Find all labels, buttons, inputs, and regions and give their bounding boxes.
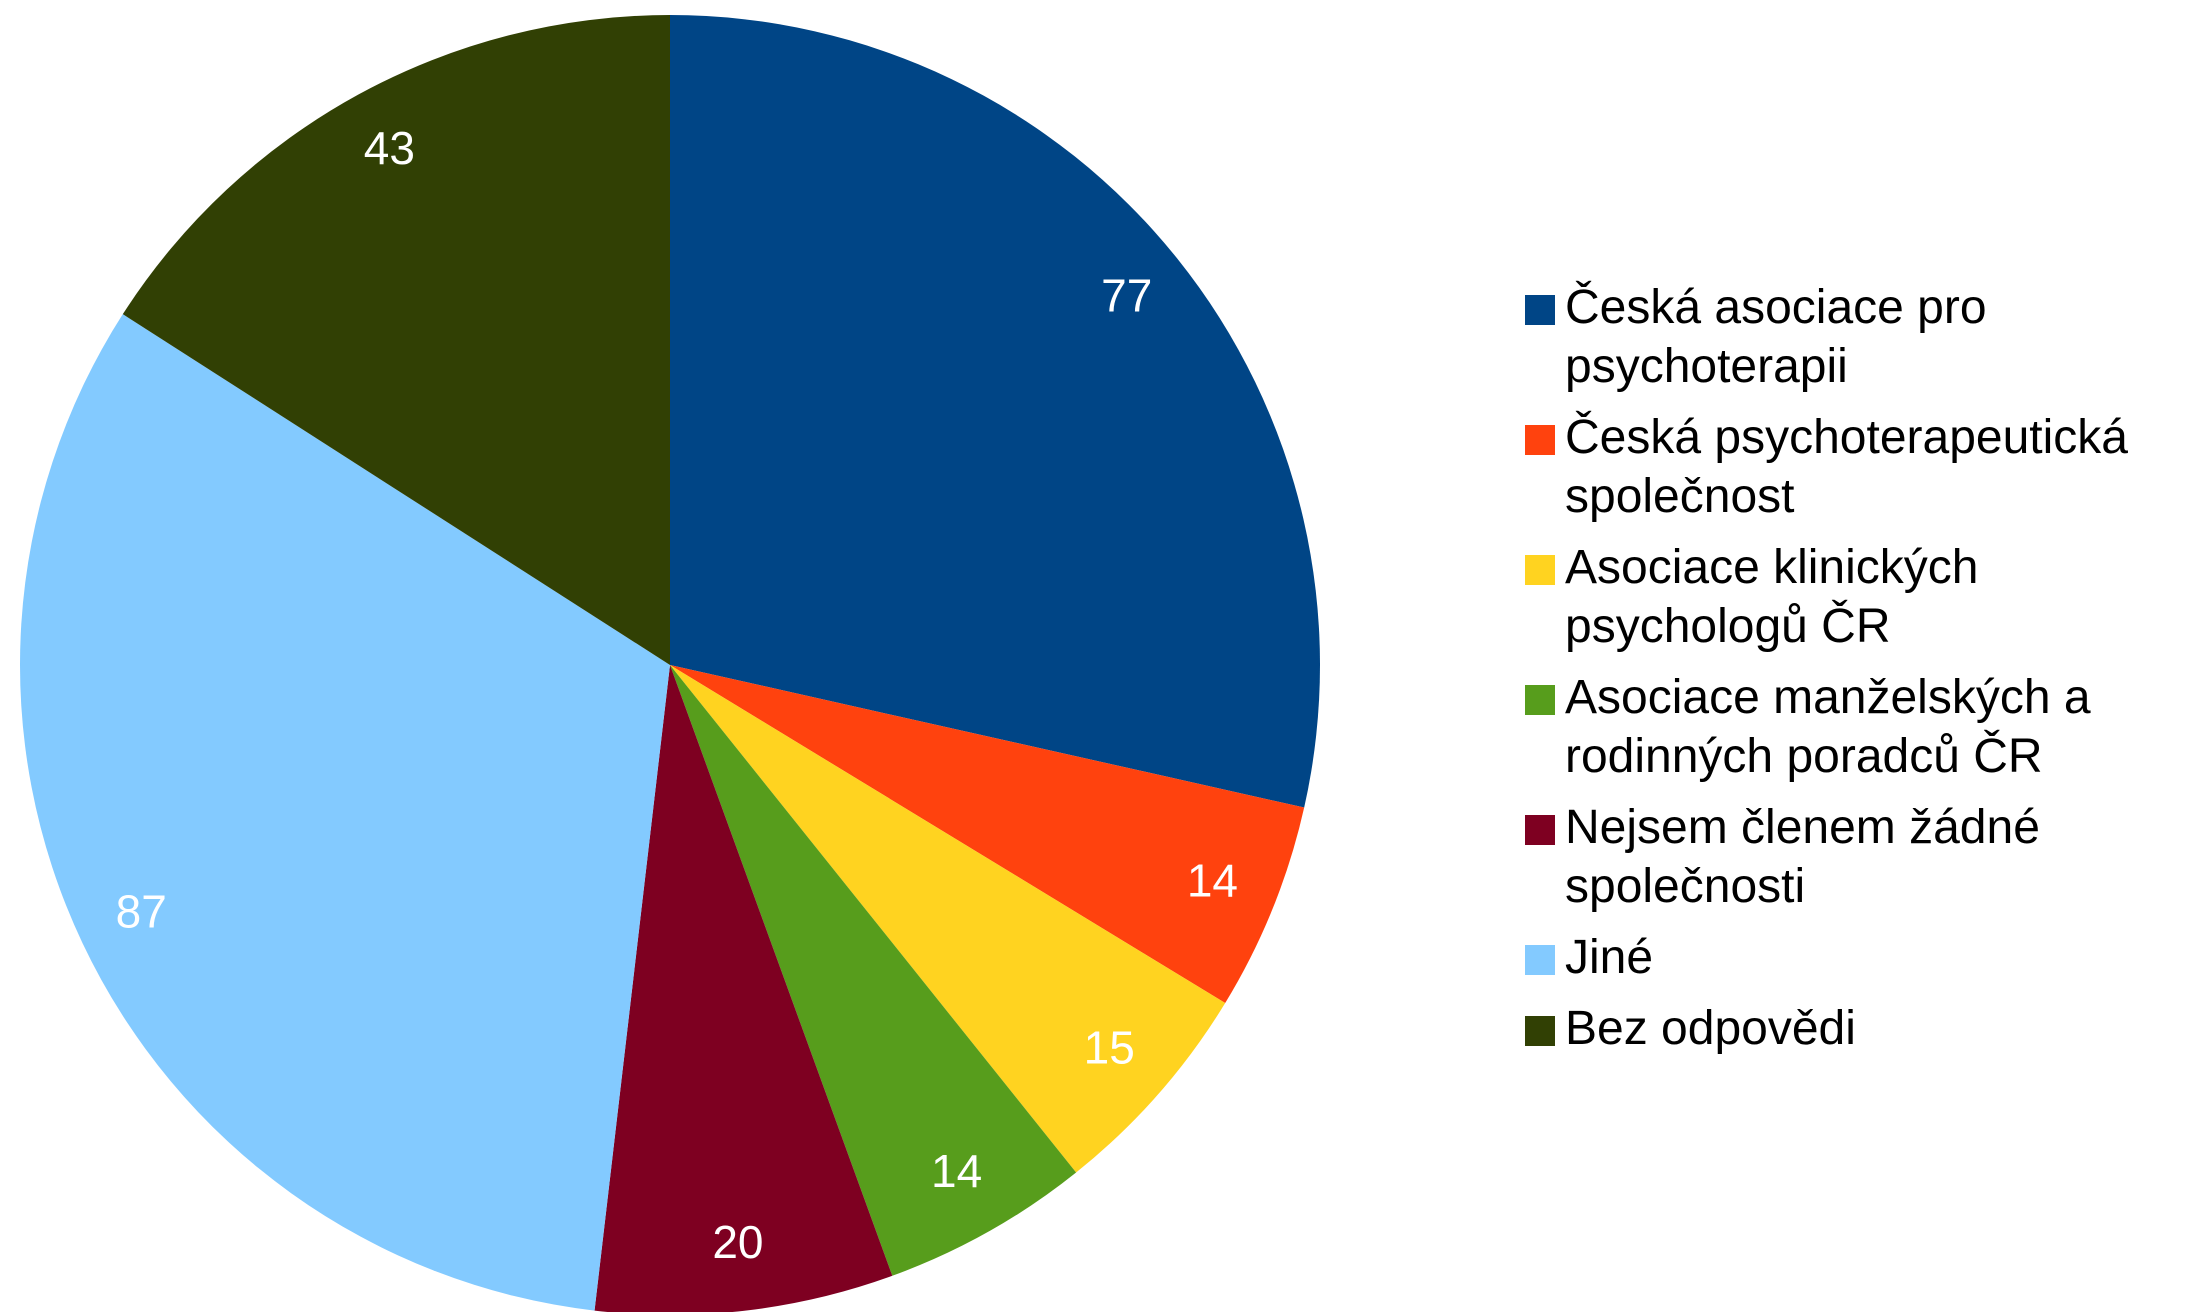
legend-swatch: [1525, 1016, 1555, 1046]
legend-label: Česká asociace pro psychoterapii: [1565, 281, 1987, 393]
legend-entry: Jiné: [1525, 928, 2195, 987]
data-label: 14: [1187, 854, 1238, 906]
legend-swatch: [1525, 555, 1555, 585]
legend-entry: Bez odpovědi: [1525, 999, 2195, 1058]
legend-entry: Česká psychoterapeutická společnost: [1525, 408, 2195, 526]
legend-swatch: [1525, 425, 1555, 455]
legend: Česká asociace pro psychoterapii Česká ps…: [1525, 278, 2195, 1070]
data-label: 43: [364, 122, 415, 174]
legend-label: Jiné: [1565, 931, 1654, 984]
legend-label: Asociace manželských a rodinných poradců…: [1565, 671, 2091, 783]
pie-slice: [122, 15, 671, 665]
pie-slice: [594, 665, 893, 1312]
pie-slice: [670, 15, 1321, 808]
legend-swatch: [1525, 815, 1555, 845]
data-label: 87: [116, 885, 167, 937]
legend-label: Česká psychoterapeutická společnost: [1565, 411, 2128, 523]
pie-slice: [19, 314, 671, 1311]
legend-swatch: [1525, 295, 1555, 325]
legend-entry: Asociace manželských a rodinných poradců…: [1525, 668, 2195, 786]
legend-entry: Nejsem členem žádné společnosti: [1525, 798, 2195, 916]
chart: 77 14 15 14 20 87 43: [19, 15, 1321, 1312]
legend-swatch: [1525, 685, 1555, 715]
data-label: 15: [1084, 1022, 1135, 1074]
pie-slice: [670, 665, 1226, 1173]
legend-label: Bez odpovědi: [1565, 1002, 1856, 1055]
legend-label: Asociace klinických psychologů ČR: [1565, 541, 1979, 653]
pie-slice: [670, 665, 1305, 1004]
legend-entry: Asociace klinických psychologů ČR: [1525, 538, 2195, 656]
legend-entry: Česká asociace pro psychoterapii: [1525, 278, 2195, 396]
data-label: 14: [931, 1145, 982, 1197]
legend-label: Nejsem členem žádné společnosti: [1565, 801, 2040, 913]
data-label: 20: [712, 1216, 763, 1268]
pie-slice: [670, 665, 1077, 1276]
data-label: 77: [1101, 270, 1152, 322]
legend-swatch: [1525, 945, 1555, 975]
